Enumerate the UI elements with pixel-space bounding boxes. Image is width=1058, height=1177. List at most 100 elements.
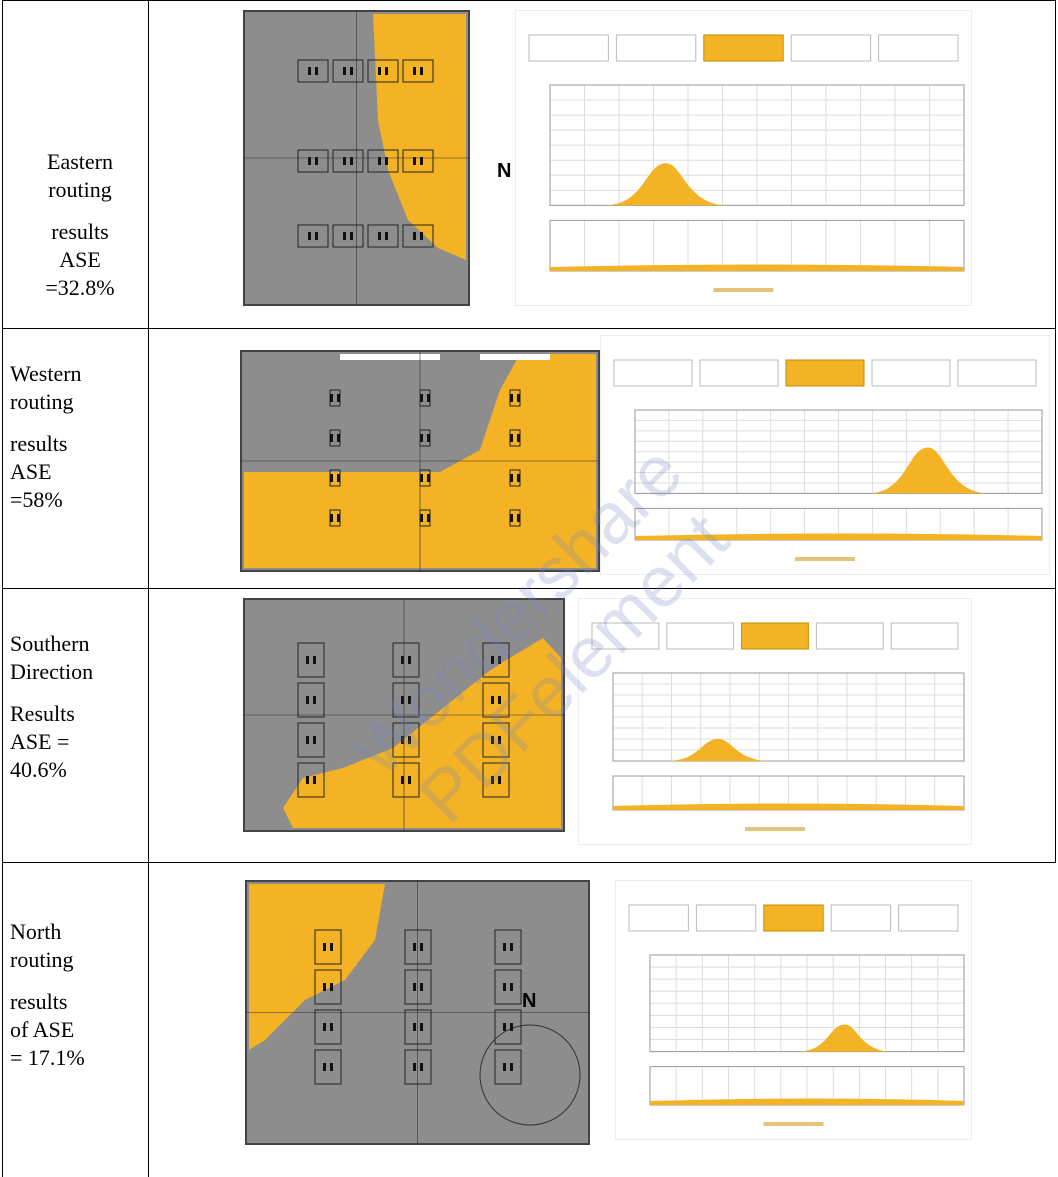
label-line: Western <box>10 360 140 388</box>
graphic <box>714 288 774 292</box>
graphic <box>517 474 520 482</box>
graphic <box>343 232 346 240</box>
graphic <box>420 434 423 442</box>
graphic <box>420 232 423 240</box>
graphic <box>420 394 423 402</box>
graphic <box>413 67 416 75</box>
graphic <box>408 736 411 744</box>
graphic <box>786 360 864 386</box>
table-border <box>2 328 1056 329</box>
graphic <box>420 1063 423 1071</box>
graphic <box>899 905 958 931</box>
graphic <box>510 983 513 991</box>
graphic <box>385 67 388 75</box>
graphic <box>337 434 340 442</box>
graphic <box>306 656 309 664</box>
graphic <box>413 232 416 240</box>
label-line: Direction <box>10 658 140 686</box>
graphic <box>510 514 513 522</box>
label-line: routing <box>10 946 140 974</box>
label-line: routing <box>10 388 140 416</box>
table-border <box>2 588 1056 589</box>
graphic <box>330 474 333 482</box>
graphic <box>401 736 404 744</box>
graphic <box>420 474 423 482</box>
graphic <box>306 696 309 704</box>
label-line: North <box>10 918 140 946</box>
graphic <box>306 776 309 784</box>
chart-screenshot <box>600 335 1050 575</box>
label-line: ASE = <box>10 728 140 756</box>
graphic <box>408 696 411 704</box>
floor-plan <box>245 880 590 1145</box>
graphic <box>491 736 494 744</box>
compass-label: N <box>497 160 511 183</box>
graphic <box>510 1063 513 1071</box>
graphic <box>408 656 411 664</box>
label-line: =32.8% <box>30 274 130 302</box>
graphic <box>343 67 346 75</box>
graphic <box>891 623 958 649</box>
graphic <box>413 1023 416 1031</box>
chart-screenshot <box>578 598 972 845</box>
graphic <box>308 67 311 75</box>
graphic <box>427 514 430 522</box>
table-border <box>2 862 1056 863</box>
graphic <box>413 983 416 991</box>
graphic <box>306 736 309 744</box>
graphic <box>420 67 423 75</box>
graphic <box>629 905 688 931</box>
compass-label: N <box>522 990 536 1013</box>
graphic <box>510 394 513 402</box>
graphic <box>498 656 501 664</box>
graphic <box>408 776 411 784</box>
table-border <box>148 0 149 1177</box>
graphic <box>323 983 326 991</box>
row-label: SouthernDirectionResultsASE =40.6% <box>10 630 140 784</box>
graphic <box>614 360 692 386</box>
graphic <box>831 905 890 931</box>
page: EasternroutingresultsASE=32.8% Westernro… <box>0 0 1058 1177</box>
graphic <box>350 67 353 75</box>
graphic <box>498 736 501 744</box>
graphic <box>427 394 430 402</box>
graphic <box>795 557 855 561</box>
graphic <box>517 434 520 442</box>
graphic <box>498 776 501 784</box>
graphic <box>385 232 388 240</box>
graphic <box>592 623 659 649</box>
floor-plan <box>243 10 470 306</box>
row-label: Northroutingresultsof ASE= 17.1% <box>10 918 140 1072</box>
graphic <box>510 434 513 442</box>
graphic <box>816 623 883 649</box>
graphic <box>503 1063 506 1071</box>
graphic <box>517 394 520 402</box>
graphic <box>510 1023 513 1031</box>
table-border <box>2 0 1056 1</box>
graphic <box>350 232 353 240</box>
graphic <box>337 514 340 522</box>
graphic <box>323 1063 326 1071</box>
graphic <box>401 656 404 664</box>
graphic <box>616 35 695 61</box>
graphic <box>517 514 520 522</box>
graphic <box>529 35 608 61</box>
label-line: routing <box>30 176 130 204</box>
graphic <box>791 35 870 61</box>
graphic <box>872 360 950 386</box>
graphic <box>330 983 333 991</box>
graphic <box>313 776 316 784</box>
label-line: =58% <box>10 486 140 514</box>
floor-plan <box>243 598 565 832</box>
chart-screenshot <box>515 10 972 306</box>
graphic <box>337 394 340 402</box>
graphic <box>764 1122 824 1126</box>
graphic <box>420 1023 423 1031</box>
graphic <box>401 776 404 784</box>
label-line: ASE <box>10 458 140 486</box>
graphic <box>503 1023 506 1031</box>
graphic <box>378 232 381 240</box>
graphic <box>323 1023 326 1031</box>
